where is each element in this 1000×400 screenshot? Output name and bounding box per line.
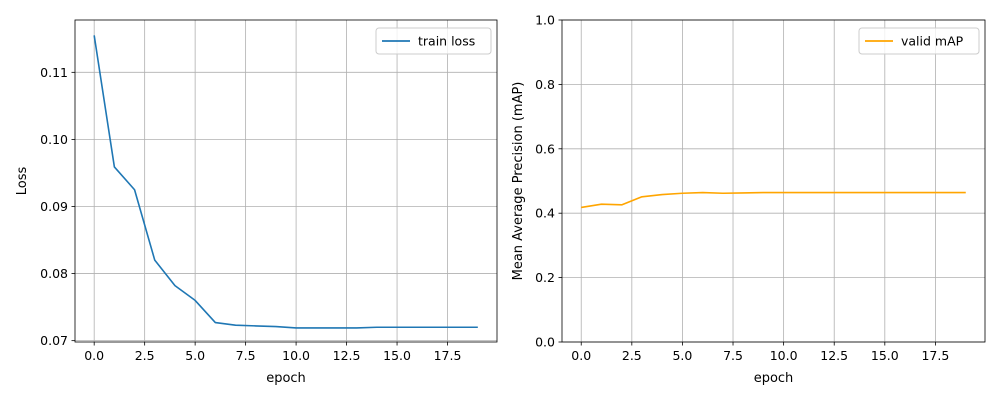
x-tick-label: 17.5 — [434, 348, 462, 363]
series-line-0 — [93, 35, 478, 329]
legend: valid mAP — [858, 27, 980, 55]
y-tick-label: 0.10 — [40, 132, 68, 147]
x-tick-label: 12.5 — [333, 348, 361, 363]
axes-frame — [74, 19, 498, 343]
legend-box — [858, 27, 980, 55]
x-tick-label: 15.0 — [383, 348, 411, 363]
y-axis-label: Loss — [15, 167, 30, 196]
y-tick-label: 0.08 — [40, 266, 68, 281]
y-tick-label: 0.11 — [40, 65, 68, 80]
x-tick-label: 5.0 — [185, 348, 205, 363]
loss-panel: 0.0 2.5 5.0 7.5 10.0 12.5 15.0 17.5 0.07 0.08 0.09… — [15, 19, 498, 386]
x-tick-label: 12.5 — [820, 348, 848, 363]
x-axis-label: epoch — [754, 371, 794, 386]
legend-box — [375, 27, 492, 55]
x-tick-label: 17.5 — [921, 348, 949, 363]
y-tick-label: 0.6 — [535, 141, 555, 156]
x-tick-label: 7.5 — [236, 348, 256, 363]
y-tick-label: 0.09 — [40, 199, 68, 214]
x-tick-label: 2.5 — [622, 348, 642, 363]
legend: train loss — [375, 27, 492, 55]
y-tick-label: 0.8 — [535, 77, 555, 92]
y-tick-label: 0.4 — [535, 206, 555, 221]
series-line-0 — [581, 191, 966, 209]
y-axis-label: Mean Average Precision (mAP) — [511, 82, 526, 281]
x-tick-label: 5.0 — [672, 348, 692, 363]
legend-label: train loss — [418, 34, 475, 49]
x-tick-label: 0.0 — [84, 348, 104, 363]
axes-frame — [561, 19, 986, 343]
x-tick-label: 2.5 — [135, 348, 155, 363]
x-tick-label: 10.0 — [282, 348, 310, 363]
map-panel: 0.0 2.5 5.0 7.5 10.0 12.5 15.0 17.5 0.0 0.2 0.4 0.6… — [511, 13, 986, 386]
x-tick-label: 7.5 — [723, 348, 743, 363]
y-tick-label: 0.2 — [535, 270, 555, 285]
x-tick-label: 0.0 — [571, 348, 591, 363]
y-tick-label: 1.0 — [535, 13, 555, 28]
y-tick-label: 0.0 — [535, 335, 555, 350]
x-axis-label: epoch — [266, 371, 306, 386]
x-tick-label: 10.0 — [770, 348, 798, 363]
legend-label: valid mAP — [901, 34, 964, 49]
y-tick-label: 0.07 — [40, 333, 68, 348]
x-tick-label: 15.0 — [871, 348, 899, 363]
